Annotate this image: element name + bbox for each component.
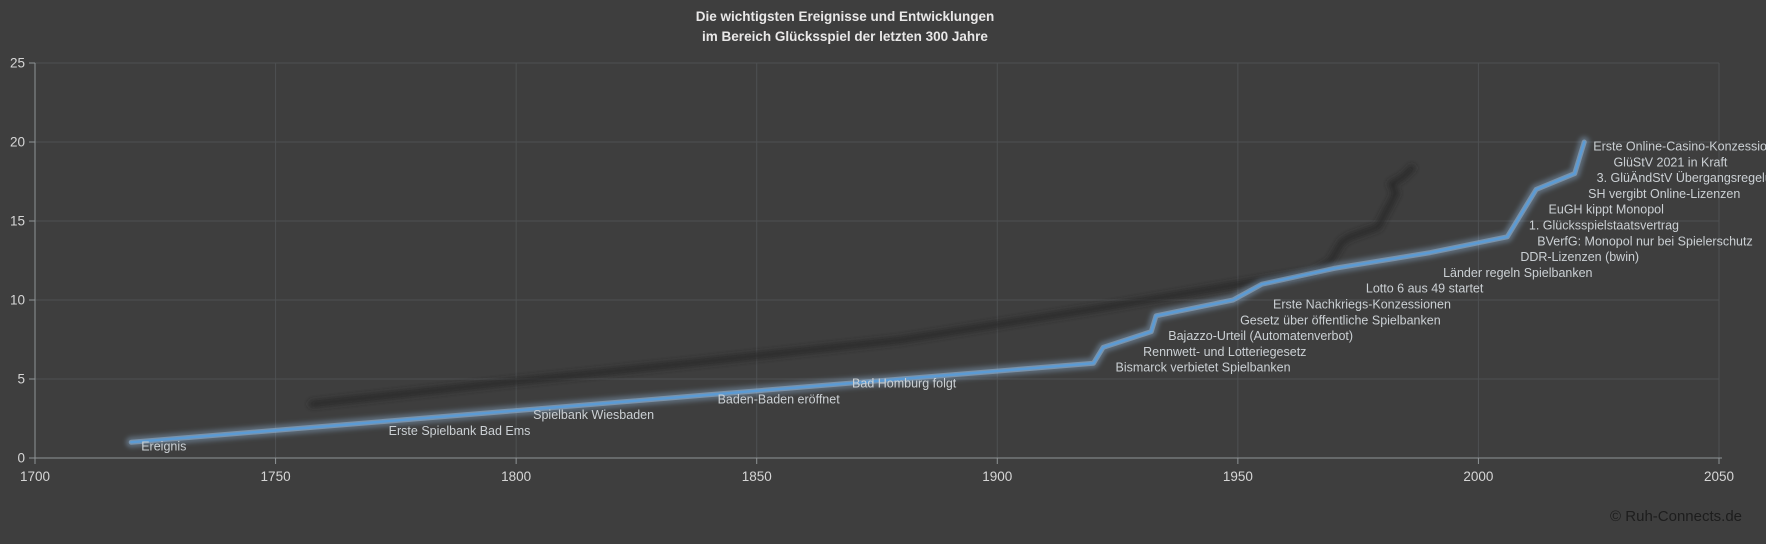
event-label: Rennwett- und Lotteriegesetz [1143,345,1306,359]
event-label: Spielbank Wiesbaden [533,408,654,422]
event-label: GlüStV 2021 in Kraft [1613,155,1727,169]
x-tick-label: 2000 [1463,469,1493,484]
y-tick-label: 0 [17,451,25,466]
event-label: Ereignis [141,440,186,454]
event-label: Erste Nachkriegs-Konzessionen [1273,298,1451,312]
x-tick-label: 1850 [742,469,772,484]
x-tick-label: 1700 [20,469,50,484]
event-label: Erste Online-Casino-Konzessionen [1593,140,1766,154]
gridlines [35,62,1720,458]
event-label: SH vergibt Online-Lizenzen [1588,187,1740,201]
event-label: DDR-Lizenzen (bwin) [1520,250,1639,264]
y-tick-label: 15 [10,214,25,229]
x-tick-label: 2050 [1704,469,1734,484]
event-label: Gesetz über öffentliche Spielbanken [1240,313,1441,327]
event-label: EuGH kippt Monopol [1549,203,1664,217]
line-core [130,140,1586,444]
event-label: Erste Spielbank Bad Ems [389,424,531,438]
event-label: 3. GlüÄndStV Übergangsregelung [1597,171,1766,185]
event-label: Bajazzo-Urteil (Automatenverbot) [1168,329,1353,343]
event-line-series [125,136,1590,448]
copyright-watermark: © Ruh-Connects.de [1610,508,1742,525]
event-label: Lotto 6 aus 49 startet [1366,282,1484,296]
y-tick-label: 10 [10,293,25,308]
event-label: BVerfG: Monopol nur bei Spielerschutz [1537,234,1752,248]
x-tick-label: 1900 [982,469,1012,484]
event-label: Baden-Baden eröffnet [718,392,841,406]
event-label: Länder regeln Spielbanken [1443,266,1592,280]
y-tick-label: 20 [10,135,25,150]
shadow-polyline [308,164,1416,408]
event-label: Bismarck verbietet Spielbanken [1116,361,1291,375]
chart-title-line1: Die wichtigsten Ereignisse und Entwicklu… [695,9,995,24]
x-tick-label: 1750 [261,469,291,484]
chart-title: Die wichtigsten Ereignisse und Entwicklu… [696,7,995,47]
event-label: Bad Homburg folgt [852,377,957,391]
axis-ticks [29,62,1720,464]
axis-tick-labels: 1700 1750 1800 1850 1900 1950 2000 2050 0 5 10 15 20… [10,56,1734,485]
event-data-labels: Ereignis Erste Spielbank Bad EmsSpielbank… [141,140,1766,454]
line-perspective-shadow [308,164,1416,408]
chart-title-line2: im Bereich Glücksspiel der letzten 300 J… [702,29,988,44]
y-tick-label: 25 [10,56,25,71]
axes [34,63,1722,459]
x-tick-label: 1950 [1223,469,1253,484]
event-label: 1. Glücksspielstaatsvertrag [1529,219,1679,233]
y-tick-label: 5 [17,372,25,387]
x-tick-label: 1800 [501,469,531,484]
